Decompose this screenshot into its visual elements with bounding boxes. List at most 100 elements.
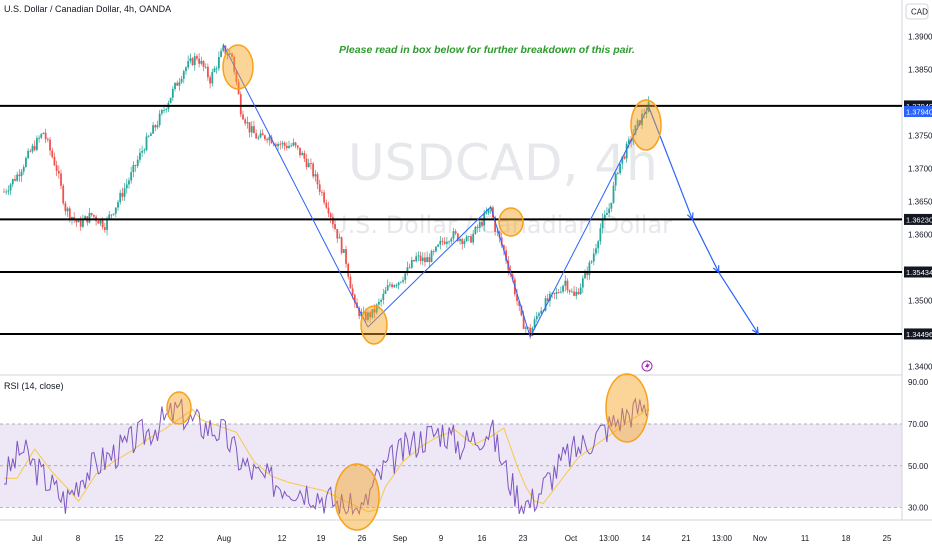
candle-body [261,133,264,136]
time-axis-label[interactable]: 12 [278,534,287,543]
candle-body [428,257,431,263]
candle-body [152,125,154,134]
time-axis-label[interactable]: 21 [682,534,691,543]
lightning-icon[interactable] [641,360,653,372]
time-axis-label[interactable]: 13:00 [599,534,620,543]
time-axis-label[interactable]: 15 [115,534,124,543]
price-axis-label[interactable]: 1.35000 [908,297,932,306]
candle-body [296,145,299,148]
rsi-highlight-circle[interactable] [605,373,649,443]
price-highlight-circle[interactable] [498,207,524,237]
candle-body [351,288,354,296]
time-axis-label[interactable]: 23 [519,534,528,543]
trend-line[interactable] [222,44,369,328]
price-axis-label[interactable]: 1.36500 [908,198,932,207]
price-axis-label[interactable]: 1.39000 [908,33,932,42]
rsi-highlight-circle[interactable] [166,391,192,425]
time-axis-label[interactable]: 26 [358,534,367,543]
candle-body [452,231,455,239]
candle-body [559,291,562,293]
time-axis-label[interactable]: 19 [317,534,326,543]
candle-body [259,133,262,138]
projection-segment[interactable] [648,106,694,220]
candle-body [562,285,564,292]
watermark-ticker: USDCAD, 4h [348,134,658,192]
time-axis[interactable]: Jul 8 15 22 Aug 12 19 26 Sep 9 16 23 Oct 13:00 14 21 13:… [32,534,892,543]
candle-body [248,122,251,133]
price-axis-label[interactable]: 1.38500 [908,66,932,75]
price-highlight-circle[interactable] [222,44,254,90]
candle-body [619,163,621,174]
trend-line[interactable] [367,206,492,328]
candle-body [406,267,409,274]
time-axis-label[interactable]: 8 [76,534,81,543]
candle-body [373,309,376,313]
candle-body [367,312,369,320]
time-axis-label[interactable]: 16 [478,534,487,543]
candle-body [316,174,319,185]
time-axis-label[interactable]: 11 [801,534,810,543]
candle-body [323,192,326,203]
time-axis-label[interactable]: Aug [217,534,231,543]
time-axis-label[interactable]: Nov [753,534,767,543]
candle-body [130,172,133,181]
candle-body [202,60,205,67]
candle-body [90,212,93,215]
time-axis-label[interactable]: 13:00 [712,534,733,543]
rsi-highlight-circle[interactable] [334,463,380,531]
projection-path[interactable] [648,106,759,335]
rsi-axis-label[interactable]: 70.00 [908,420,929,429]
candle-body [364,312,367,320]
time-axis-label[interactable]: 22 [155,534,164,543]
currency-badge[interactable]: CAD [905,3,929,20]
candle-body [233,56,236,72]
price-axis-label[interactable]: 1.37000 [908,165,932,174]
time-axis-label[interactable]: Jul [32,534,42,543]
candle-body [524,327,527,329]
candle-body [88,212,91,223]
time-axis-label[interactable]: 14 [642,534,651,543]
candle-body [14,179,16,181]
price-highlight-circle[interactable] [360,305,388,345]
candle-body [163,110,165,111]
rsi-axis-label[interactable]: 30.00 [908,504,929,513]
rsi-axis-label[interactable]: 50.00 [908,462,929,471]
candle-body [603,214,606,219]
level-tag: 1.34496 [904,328,932,340]
candle-body [301,153,304,156]
candle-body [68,208,71,219]
candle-body [575,291,578,296]
time-axis-label[interactable]: Sep [393,534,408,543]
trend-line[interactable] [529,106,650,338]
candle-body [612,185,615,203]
trend-line[interactable] [490,206,531,338]
price-axis-label[interactable]: 1.37500 [908,132,932,141]
time-axis-label[interactable]: 25 [883,534,892,543]
time-axis-label[interactable]: 18 [842,534,851,543]
candle-body [610,202,613,209]
candle-body [557,292,560,293]
trend-lines[interactable] [222,44,650,338]
price-axis[interactable]: 1.39000 1.38500 1.37500 1.37000 1.36500 1.360… [908,33,932,513]
candle-body [461,239,464,244]
candle-body [546,298,549,301]
projection-segment[interactable] [718,271,759,335]
candle-body [518,300,521,307]
candle-body [22,166,25,172]
price-highlight-circle[interactable] [630,99,662,151]
projection-segment[interactable] [691,219,720,273]
candle-body [349,276,352,289]
time-axis-label[interactable]: 9 [439,534,444,543]
horizontal-levels[interactable] [0,104,902,335]
candle-body [608,208,611,214]
highlight-circles[interactable] [166,44,662,531]
candle-body [404,273,407,281]
time-axis-label[interactable]: Oct [565,534,578,543]
rsi-axis-label[interactable]: 90.00 [908,378,929,387]
projection-arrowhead[interactable] [751,326,759,335]
price-axis-label[interactable]: 1.34000 [908,363,932,372]
candle-body [79,220,82,227]
price-axis-label[interactable]: 1.36000 [908,231,932,240]
candle-body [246,122,249,124]
